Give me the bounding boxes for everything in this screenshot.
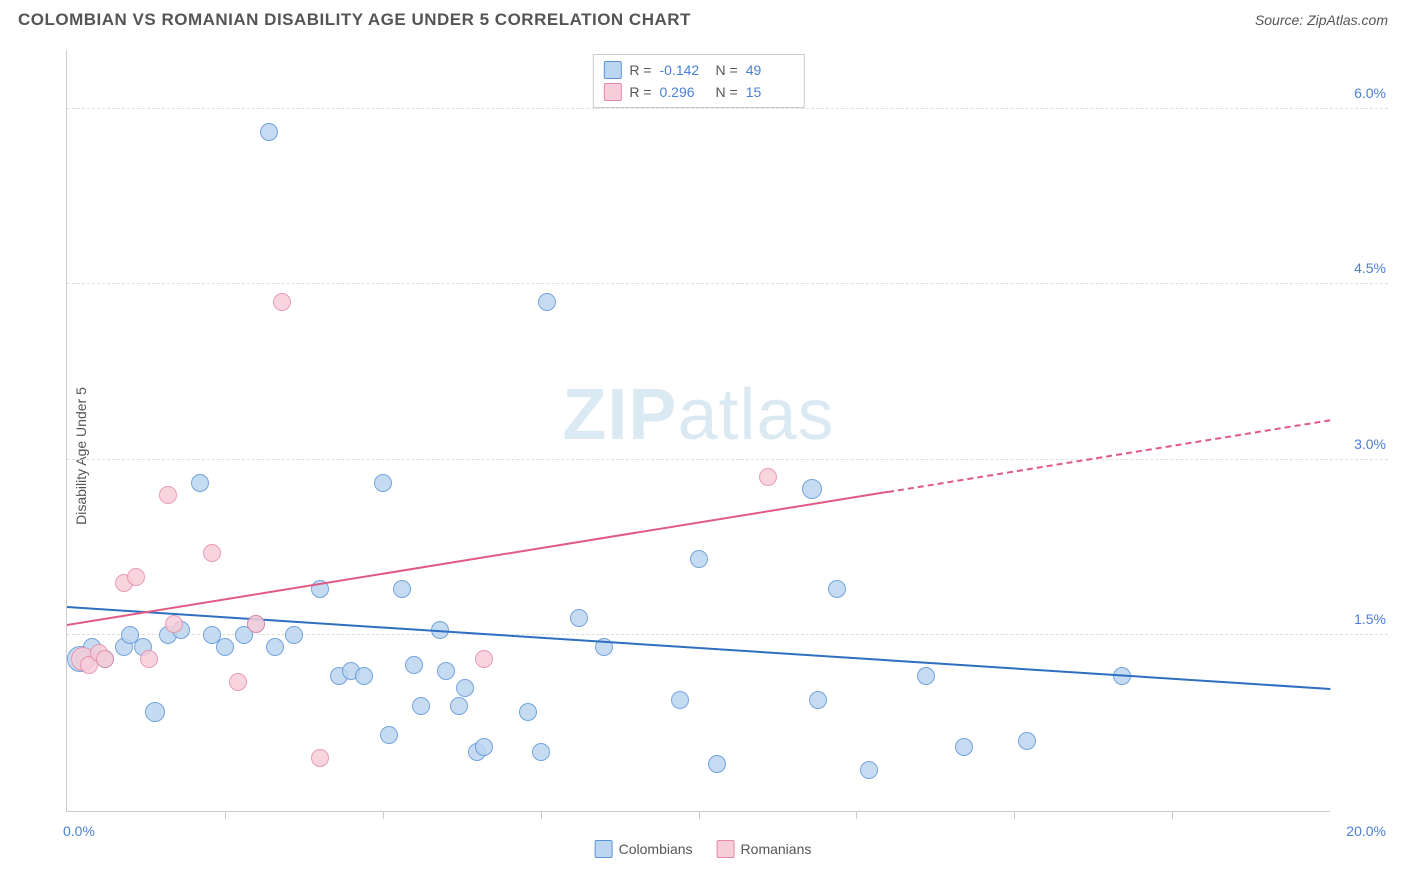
chart-header: COLOMBIAN VS ROMANIAN DISABILITY AGE UND… <box>0 0 1406 42</box>
x-tick <box>1172 811 1173 819</box>
x-min-label: 0.0% <box>63 823 95 839</box>
legend-swatch <box>603 61 621 79</box>
data-point <box>393 580 411 598</box>
data-point <box>374 474 392 492</box>
y-tick-label: 1.5% <box>1354 611 1386 627</box>
trend-line <box>888 419 1330 493</box>
data-point <box>216 638 234 656</box>
data-point <box>860 761 878 779</box>
data-point <box>355 667 373 685</box>
data-point <box>802 479 822 499</box>
legend-item: Romanians <box>717 840 812 858</box>
data-point <box>405 656 423 674</box>
x-tick <box>383 811 384 819</box>
source-label: Source: ZipAtlas.com <box>1255 12 1388 28</box>
y-tick-label: 4.5% <box>1354 260 1386 276</box>
gridline <box>67 459 1388 460</box>
data-point <box>708 755 726 773</box>
data-point <box>671 691 689 709</box>
data-point <box>570 609 588 627</box>
legend-swatch <box>717 840 735 858</box>
legend-r-value: -0.142 <box>660 62 708 78</box>
data-point <box>159 486 177 504</box>
data-point <box>809 691 827 709</box>
data-point <box>380 726 398 744</box>
data-point <box>437 662 455 680</box>
legend-swatch <box>595 840 613 858</box>
data-point <box>475 650 493 668</box>
source-name: ZipAtlas.com <box>1307 12 1388 28</box>
x-tick <box>699 811 700 819</box>
legend-label: Romanians <box>741 841 812 857</box>
data-point <box>519 703 537 721</box>
plot-area: ZIPatlas R =-0.142N =49R =0.296N =15 1.5… <box>66 50 1330 812</box>
data-point <box>191 474 209 492</box>
data-point <box>532 743 550 761</box>
watermark: ZIPatlas <box>562 374 834 456</box>
data-point <box>266 638 284 656</box>
data-point <box>140 650 158 668</box>
legend-row: R = 0.296 N = 15 <box>603 81 793 103</box>
data-point <box>145 702 165 722</box>
data-point <box>917 667 935 685</box>
legend-label: Colombians <box>619 841 693 857</box>
legend-r-value: 0.296 <box>660 84 708 100</box>
data-point <box>690 550 708 568</box>
data-point <box>311 749 329 767</box>
data-point <box>538 293 556 311</box>
chart-title: COLOMBIAN VS ROMANIAN DISABILITY AGE UND… <box>18 10 691 30</box>
data-point <box>165 615 183 633</box>
data-point <box>412 697 430 715</box>
series-legend: Colombians Romanians <box>595 840 812 858</box>
x-tick <box>1014 811 1015 819</box>
legend-row: R = -0.142 N = 49 <box>603 59 793 81</box>
data-point <box>229 673 247 691</box>
data-point <box>203 544 221 562</box>
source-prefix: Source: <box>1255 12 1307 28</box>
legend-n-label: N = <box>716 84 738 100</box>
data-point <box>285 626 303 644</box>
data-point <box>247 615 265 633</box>
gridline <box>67 634 1388 635</box>
data-point <box>456 679 474 697</box>
legend-n-value: 49 <box>746 62 794 78</box>
data-point <box>1018 732 1036 750</box>
legend-r-label: R = <box>629 62 651 78</box>
data-point <box>96 650 114 668</box>
x-tick <box>541 811 542 819</box>
legend-r-label: R = <box>629 84 651 100</box>
data-point <box>260 123 278 141</box>
watermark-bold: ZIP <box>562 375 677 455</box>
chart-area: Disability Age Under 5 ZIPatlas R =-0.14… <box>18 50 1388 862</box>
watermark-rest: atlas <box>677 375 834 455</box>
x-tick <box>225 811 226 819</box>
gridline <box>67 283 1388 284</box>
data-point <box>759 468 777 486</box>
trend-line <box>67 491 888 626</box>
legend-n-value: 15 <box>746 84 794 100</box>
legend-swatch <box>603 83 621 101</box>
y-tick-label: 3.0% <box>1354 436 1386 452</box>
y-tick-label: 6.0% <box>1354 85 1386 101</box>
legend-n-label: N = <box>716 62 738 78</box>
data-point <box>955 738 973 756</box>
data-point <box>127 568 145 586</box>
x-tick <box>856 811 857 819</box>
data-point <box>450 697 468 715</box>
legend-item: Colombians <box>595 840 693 858</box>
data-point <box>828 580 846 598</box>
data-point <box>475 738 493 756</box>
data-point <box>273 293 291 311</box>
x-max-label: 20.0% <box>1346 823 1386 839</box>
correlation-legend: R = -0.142 N = 49 R = 0.296 N = 15 <box>592 54 804 108</box>
